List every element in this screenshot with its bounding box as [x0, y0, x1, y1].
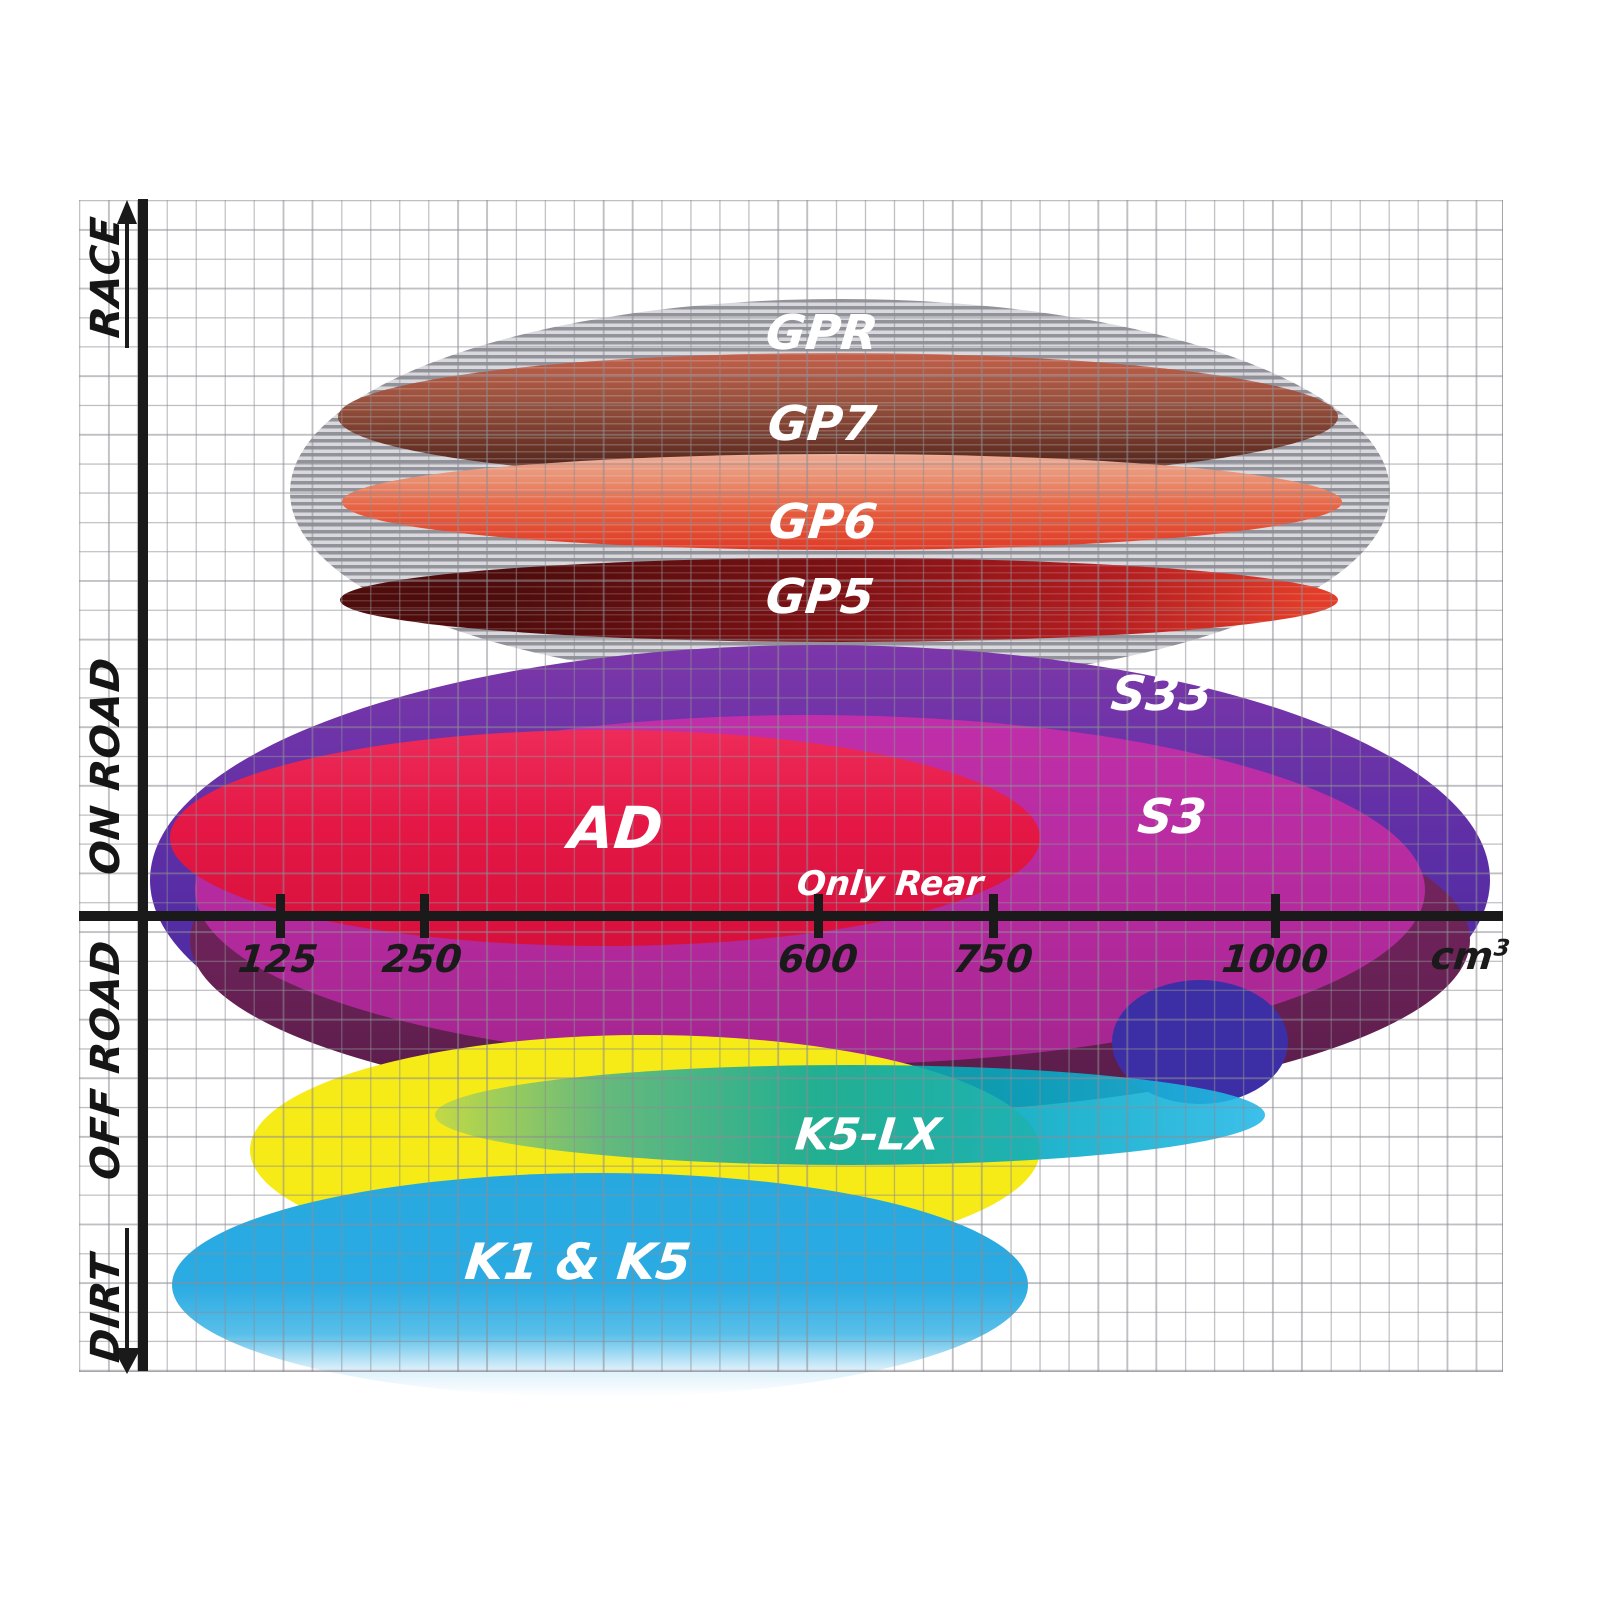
x-tick-750	[988, 894, 998, 938]
ad-label: AD	[565, 794, 667, 862]
y-axis-line	[138, 199, 148, 1371]
gp7-label: GP7	[765, 396, 879, 452]
x-axis-line	[79, 911, 1503, 921]
x-tick-label-750: 750	[951, 937, 1035, 981]
x-tick-600	[813, 894, 823, 938]
x-tick-label-1000: 1000	[1219, 937, 1331, 981]
x-axis-unit-label: cm3	[1429, 934, 1512, 978]
unit-base: cm	[1428, 934, 1496, 978]
y-label-dirt: DIRT	[83, 1251, 129, 1365]
s33-label: S33	[1108, 666, 1216, 722]
x-tick-label-600: 600	[776, 937, 860, 981]
k1k5-label: K1 & K5	[462, 1233, 694, 1291]
only-rear-label: Only Rear	[794, 864, 986, 904]
s3-label: S3	[1135, 789, 1209, 845]
gp6-label: GP6	[766, 494, 880, 550]
y-label-race: RACE	[83, 213, 129, 341]
x-tick-label-250: 250	[380, 937, 464, 981]
x-tick-1000	[1270, 894, 1280, 938]
x-tick-label-125: 125	[236, 937, 320, 981]
gpr-label: GPR	[763, 305, 881, 361]
unit-exponent: 3	[1492, 935, 1512, 962]
y-label-off-road: OFF ROAD	[83, 937, 129, 1183]
y-label-on-road: ON ROAD	[83, 654, 129, 878]
x-tick-125	[275, 894, 285, 938]
gp5-label: GP5	[763, 569, 877, 625]
k5lx-label: K5-LX	[792, 1109, 944, 1161]
x-tick-250	[419, 894, 429, 938]
